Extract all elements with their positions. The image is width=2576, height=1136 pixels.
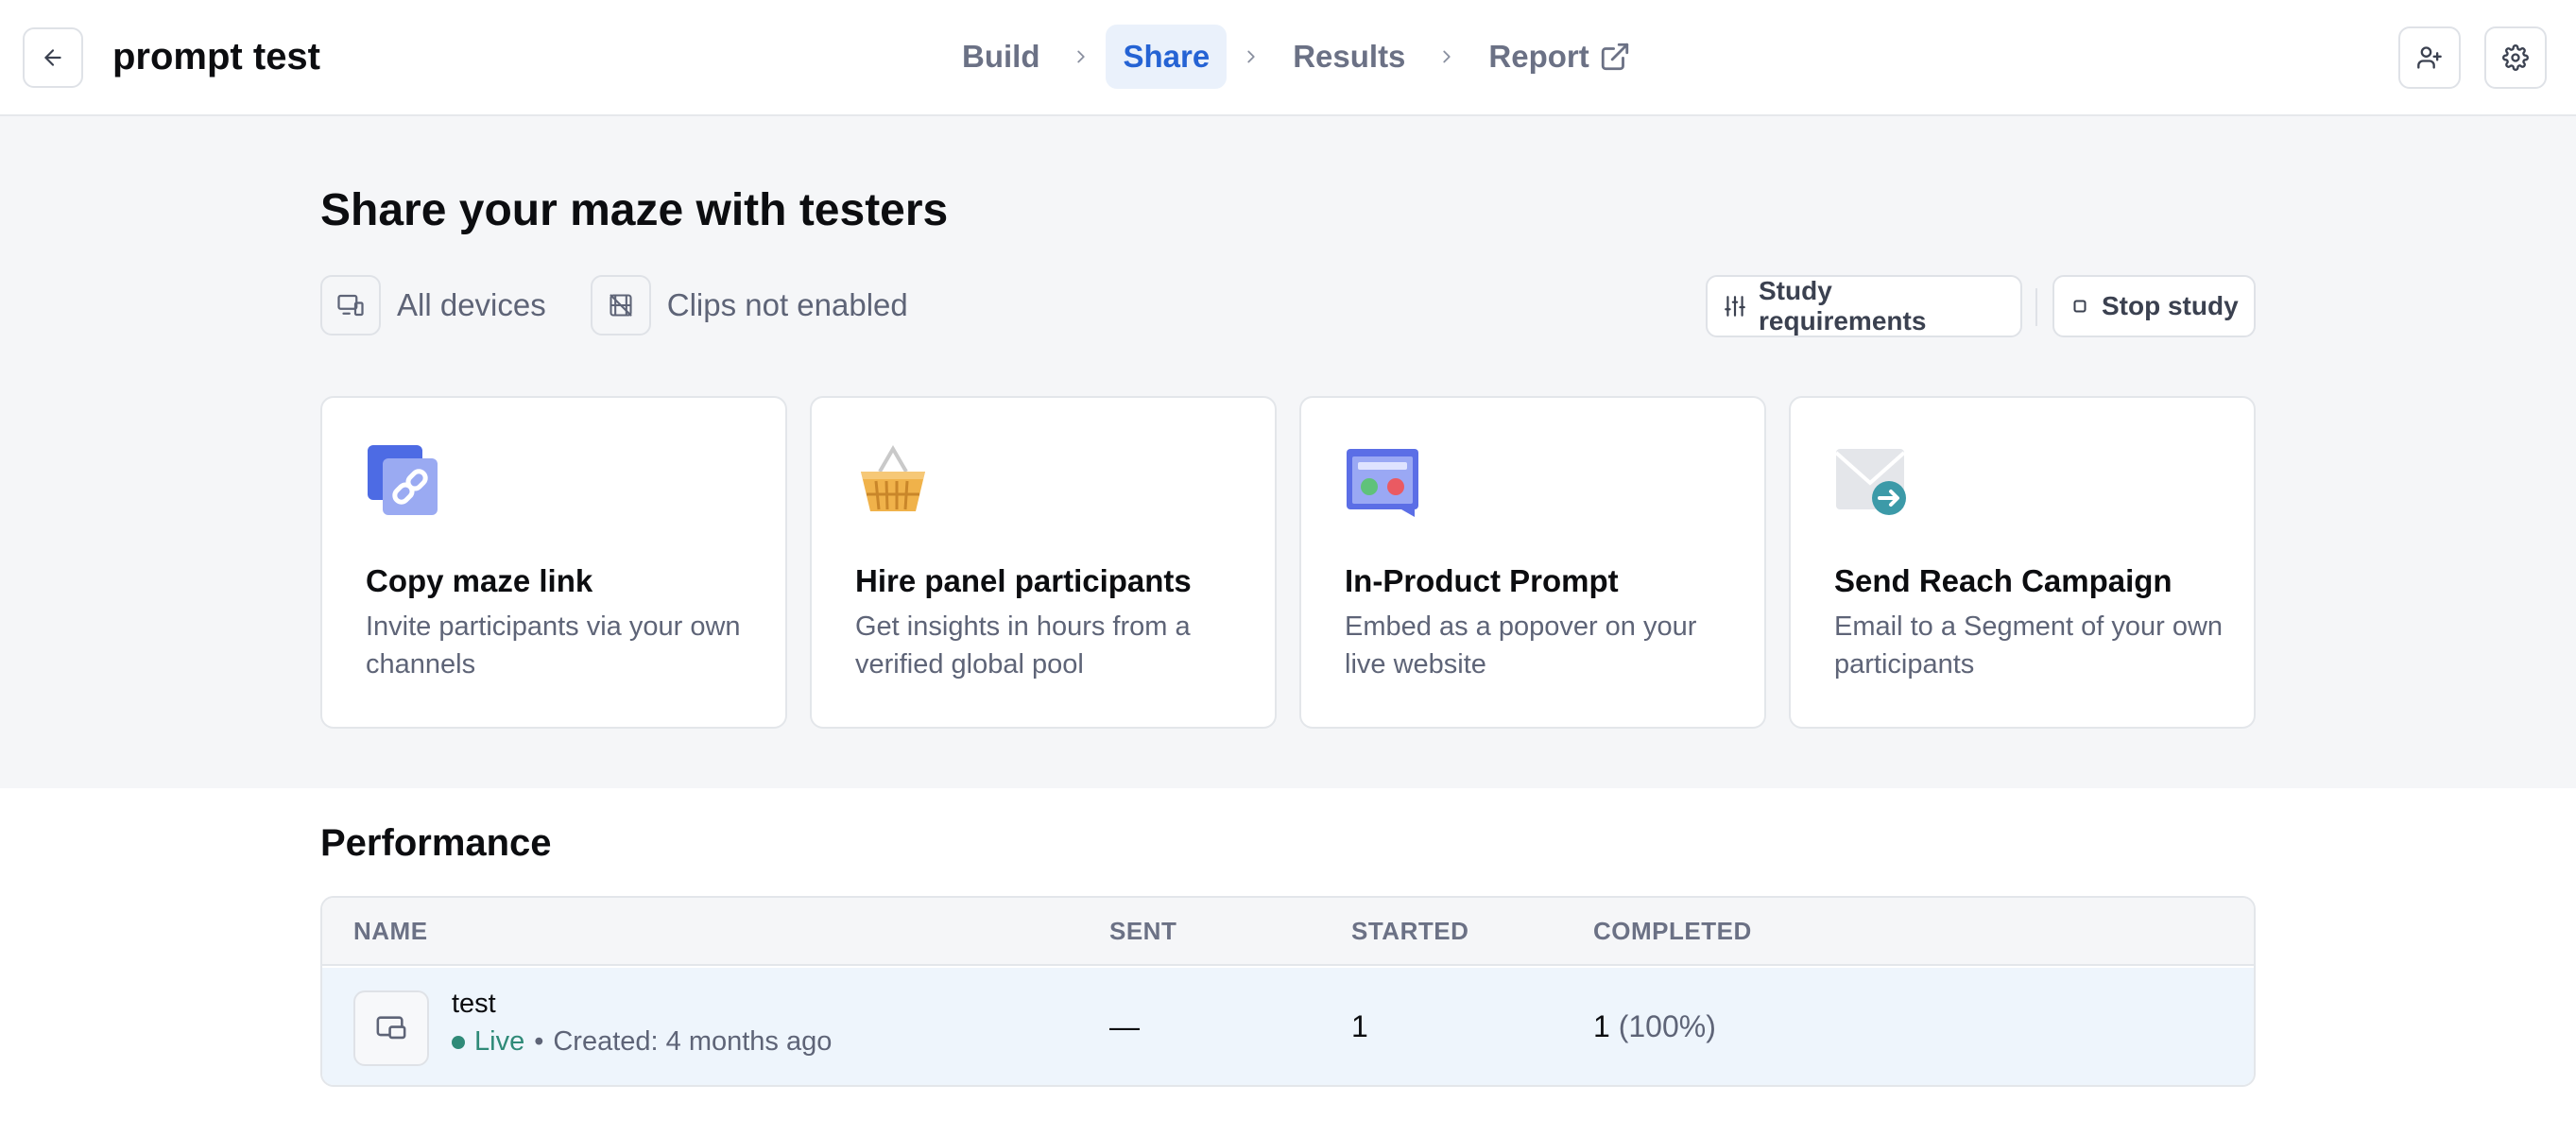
share-section: Share your maze with testers All devices… xyxy=(0,116,2576,788)
live-status-dot xyxy=(452,1035,465,1049)
card-description: Get insights in hours from a verified gl… xyxy=(855,611,1191,680)
stop-study-label: Stop study xyxy=(2102,291,2239,320)
chevron-right-icon xyxy=(1062,25,1100,89)
card-title: Copy maze link xyxy=(366,563,593,598)
clips-label: Clips not enabled xyxy=(666,287,908,322)
column-header-name: NAME xyxy=(353,917,428,945)
completed-percent: (100%) xyxy=(1618,1009,1716,1043)
copy-maze-link-card[interactable]: Copy maze link Invite participants via y… xyxy=(320,396,787,729)
invite-user-button[interactable] xyxy=(2398,26,2461,89)
card-description: Invite participants via your own channel… xyxy=(366,611,741,680)
performance-table: NAME SENT STARTED COMPLETED test Live • … xyxy=(320,896,2256,1087)
tab-report[interactable]: Report xyxy=(1471,25,1647,89)
study-requirements-label: Study requirements xyxy=(1759,276,1927,336)
sent-value: — xyxy=(1109,1009,1140,1043)
envelope-arrow-icon xyxy=(1834,443,1910,519)
prompt-device-icon xyxy=(353,990,429,1066)
settings-button[interactable] xyxy=(2484,26,2547,89)
page-title: Share your maze with testers xyxy=(320,185,949,235)
study-requirements-button[interactable]: Study requirements xyxy=(1706,275,2022,337)
table-header: NAME SENT STARTED COMPLETED xyxy=(322,898,2254,966)
card-title: In-Product Prompt xyxy=(1345,563,1619,598)
column-header-completed: COMPLETED xyxy=(1593,917,1752,945)
performance-title: Performance xyxy=(320,822,552,864)
step-navigation: Build Share Results Report xyxy=(945,25,1648,89)
tab-report-label: Report xyxy=(1488,39,1589,74)
arrow-left-icon xyxy=(44,49,61,66)
back-button[interactable] xyxy=(23,27,83,88)
devices-icon xyxy=(320,275,381,336)
tab-results[interactable]: Results xyxy=(1293,39,1406,74)
created-date: Created: 4 months ago xyxy=(553,1026,833,1057)
chevron-right-icon xyxy=(1428,25,1466,89)
table-row[interactable]: test Live • Created: 4 months ago — 1 1 … xyxy=(322,968,2254,1085)
share-options: Copy maze link Invite participants via y… xyxy=(320,396,2256,729)
stop-study-button[interactable]: Stop study xyxy=(2052,275,2256,337)
clips-disabled-icon xyxy=(590,275,651,336)
sliders-icon xyxy=(1723,294,1747,318)
card-description: Email to a Segment of your own participa… xyxy=(1834,611,2224,680)
column-header-started: STARTED xyxy=(1351,917,1469,945)
stop-icon xyxy=(2069,296,2090,317)
row-status-line: Live • Created: 4 months ago xyxy=(452,1026,832,1058)
started-value: 1 xyxy=(1351,1009,1368,1043)
tab-share[interactable]: Share xyxy=(1106,25,1228,89)
card-title: Send Reach Campaign xyxy=(1834,563,2172,598)
card-description: Embed as a popover on your live website xyxy=(1345,611,1697,680)
divider xyxy=(2035,288,2037,326)
column-header-sent: SENT xyxy=(1109,917,1177,945)
link-icon xyxy=(366,443,441,519)
gear-icon xyxy=(2502,44,2529,71)
completed-value: 1 xyxy=(1593,1009,1610,1043)
popover-prompt-icon xyxy=(1345,443,1420,519)
chevron-right-icon xyxy=(1232,25,1270,89)
user-plus-icon xyxy=(2417,46,2442,69)
top-bar: prompt test Build Share Results Report xyxy=(0,0,2576,116)
tab-build[interactable]: Build xyxy=(962,39,1040,74)
in-product-prompt-card[interactable]: In-Product Prompt Embed as a popover on … xyxy=(1299,396,1766,729)
row-name: test xyxy=(452,989,496,1019)
hire-panel-participants-card[interactable]: Hire panel participants Get insights in … xyxy=(810,396,1277,729)
send-reach-campaign-card[interactable]: Send Reach Campaign Email to a Segment o… xyxy=(1789,396,2256,729)
devices-label: All devices xyxy=(397,287,546,322)
card-title: Hire panel participants xyxy=(855,563,1192,598)
completed-cell: 1 (100%) xyxy=(1593,1009,1716,1044)
status-badge: Live xyxy=(474,1026,525,1057)
basket-icon xyxy=(855,443,931,519)
study-meta-row: All devices Clips not enabled xyxy=(320,275,953,336)
project-title: prompt test xyxy=(112,36,320,77)
bullet-separator: • xyxy=(534,1026,544,1057)
external-link-icon xyxy=(1599,41,1631,73)
